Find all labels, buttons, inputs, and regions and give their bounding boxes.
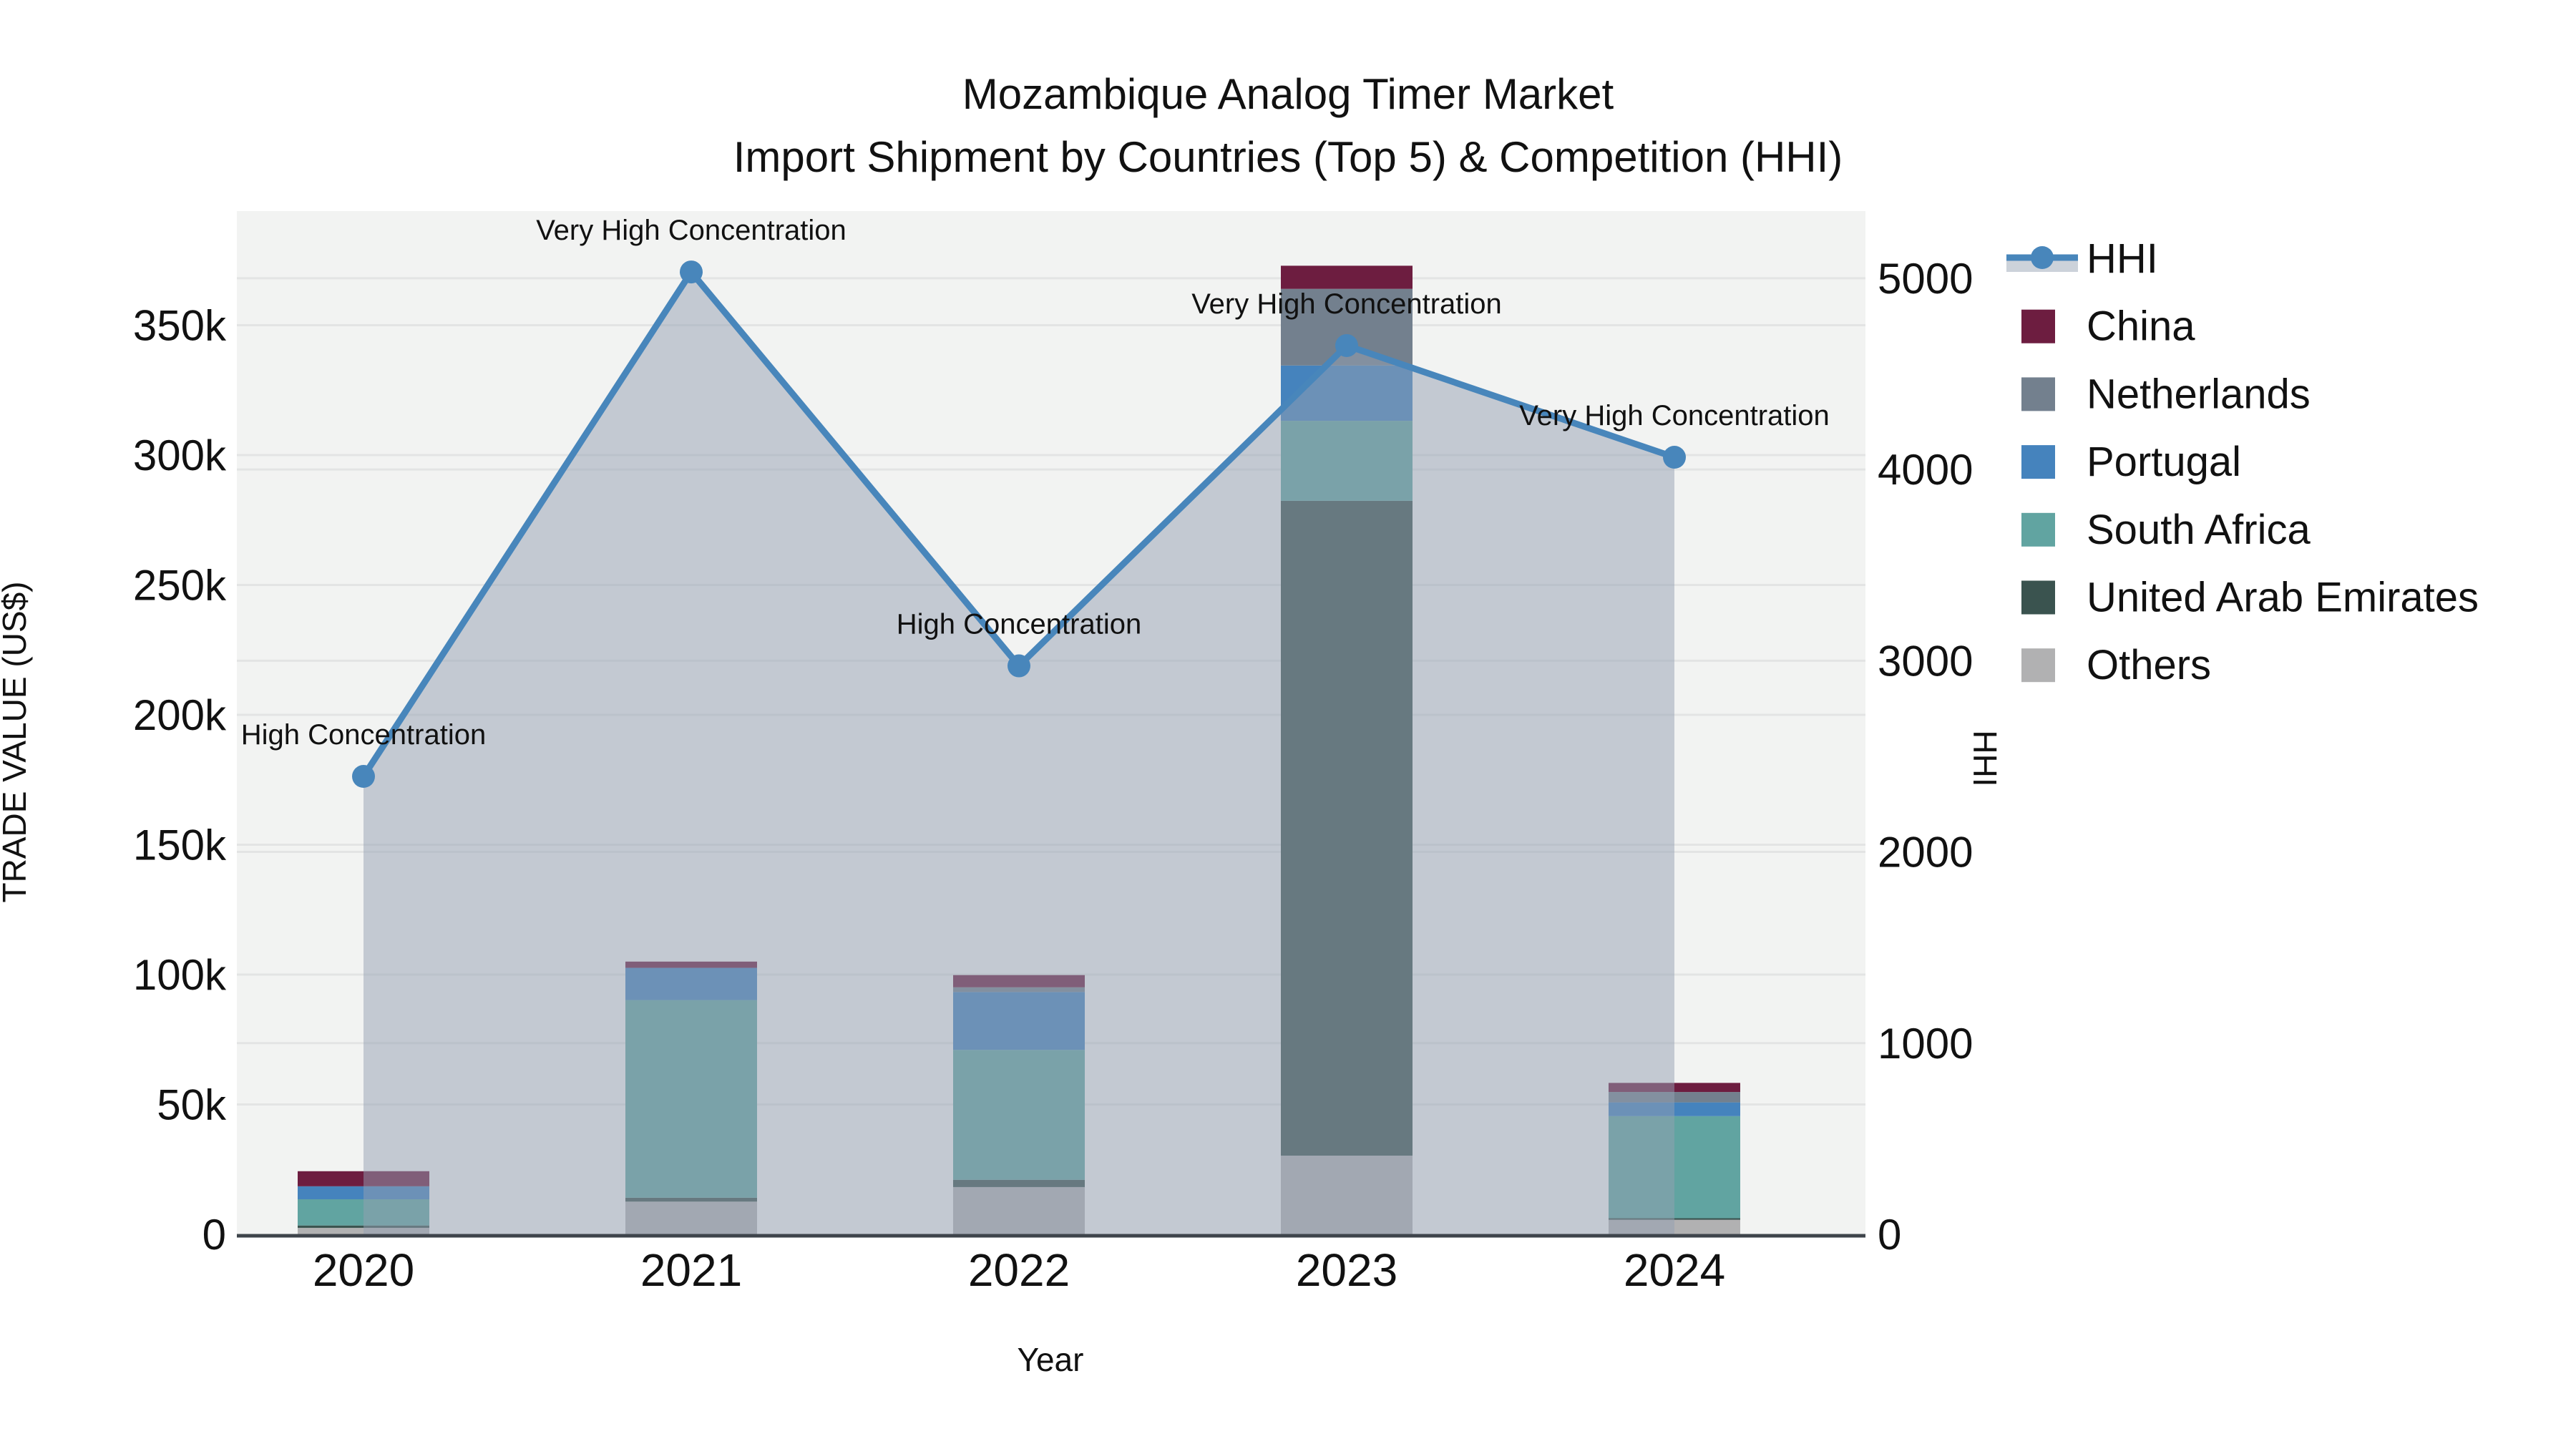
legend: HHI China Netherlands Portugal South Africa U…	[2006, 235, 2479, 688]
legend-swatch-south-africa	[2021, 512, 2055, 547]
legend-label-united-arab-emirates: United Arab Emirates	[2087, 575, 2479, 621]
y-right-tick-0: 0	[1878, 1211, 1901, 1259]
y-left-tick-150k: 150k	[133, 821, 227, 869]
y-right-tick-1000: 1000	[1878, 1020, 1973, 1068]
y-right-tick-4000: 4000	[1878, 446, 1973, 494]
legend-item-hhi[interactable]: HHI	[2006, 235, 2158, 282]
legend-swatch-united-arab-emirates	[2021, 580, 2055, 615]
x-tick-2020: 2020	[313, 1244, 414, 1296]
bar-segment-2023-china	[1281, 265, 1413, 289]
legend-label-hhi: HHI	[2087, 235, 2158, 282]
y-left-tick-200k: 200k	[133, 691, 227, 739]
hhi-marker-2023	[1335, 333, 1358, 357]
hhi-line-layer	[352, 260, 1686, 789]
y-right-axis-title: HHI	[1966, 730, 2004, 786]
y-left-tick-250k: 250k	[133, 562, 227, 610]
legend-item-south-africa[interactable]: South Africa	[2021, 507, 2311, 553]
hhi-area-fill-layer	[364, 272, 1674, 1234]
annotation-2020: High Concentration	[241, 719, 486, 751]
legend-label-south-africa: South Africa	[2087, 507, 2311, 553]
x-tick-2022: 2022	[968, 1244, 1070, 1296]
legend-swatch-portugal	[2021, 445, 2055, 479]
y-right-tick-3000: 3000	[1878, 637, 1973, 685]
annotation-2022: High Concentration	[897, 609, 1141, 640]
x-tick-2021: 2021	[640, 1244, 742, 1296]
annotation-2021: Very High Concentration	[536, 215, 847, 246]
y-left-tick-50k: 50k	[157, 1081, 227, 1129]
legend-item-china[interactable]: China	[2021, 303, 2195, 350]
y-right-tick-2000: 2000	[1878, 829, 1973, 877]
legend-item-portugal[interactable]: Portugal	[2021, 439, 2241, 485]
chart-title-line2: Import Shipment by Countries (Top 5) & C…	[733, 133, 1843, 181]
legend-label-others: Others	[2087, 642, 2211, 688]
x-axis-title: Year	[1018, 1341, 1084, 1378]
legend-item-others[interactable]: Others	[2021, 642, 2211, 688]
hhi-marker-2024	[1663, 446, 1686, 469]
tick-label-layer: 0 50k 100k 150k 200k 250k 300k 350k 0 1000 2000 300…	[133, 255, 1974, 1296]
legend-swatch-netherlands	[2021, 377, 2055, 411]
hhi-marker-2020	[352, 765, 375, 789]
legend-label-portugal: Portugal	[2087, 439, 2241, 485]
y-left-tick-100k: 100k	[133, 951, 227, 999]
annotation-2024: Very High Concentration	[1519, 400, 1830, 431]
legend-swatch-others	[2021, 648, 2055, 683]
legend-swatch-china	[2021, 309, 2055, 343]
annotation-2023: Very High Concentration	[1191, 288, 1502, 320]
y-left-tick-350k: 350k	[133, 302, 227, 350]
y-left-tick-300k: 300k	[133, 431, 227, 479]
legend-item-netherlands[interactable]: Netherlands	[2021, 371, 2311, 417]
chart-title-line1: Mozambique Analog Timer Market	[962, 70, 1614, 118]
annotation-layer: High Concentration Very High Concentratio…	[241, 215, 1830, 751]
x-tick-2024: 2024	[1624, 1244, 1725, 1296]
legend-label-china: China	[2087, 303, 2195, 350]
hhi-marker-2021	[680, 260, 703, 284]
hhi-marker-2022	[1008, 654, 1030, 678]
hhi-area-fill	[364, 272, 1674, 1234]
legend-label-netherlands: Netherlands	[2087, 371, 2311, 417]
y-left-tick-0: 0	[203, 1211, 226, 1259]
x-tick-2023: 2023	[1296, 1244, 1397, 1296]
y-left-axis-title: TRADE VALUE (US$)	[0, 581, 33, 902]
hhi-legend-marker	[2031, 246, 2054, 269]
legend-item-united-arab-emirates[interactable]: United Arab Emirates	[2021, 575, 2479, 621]
y-right-tick-5000: 5000	[1878, 255, 1973, 303]
